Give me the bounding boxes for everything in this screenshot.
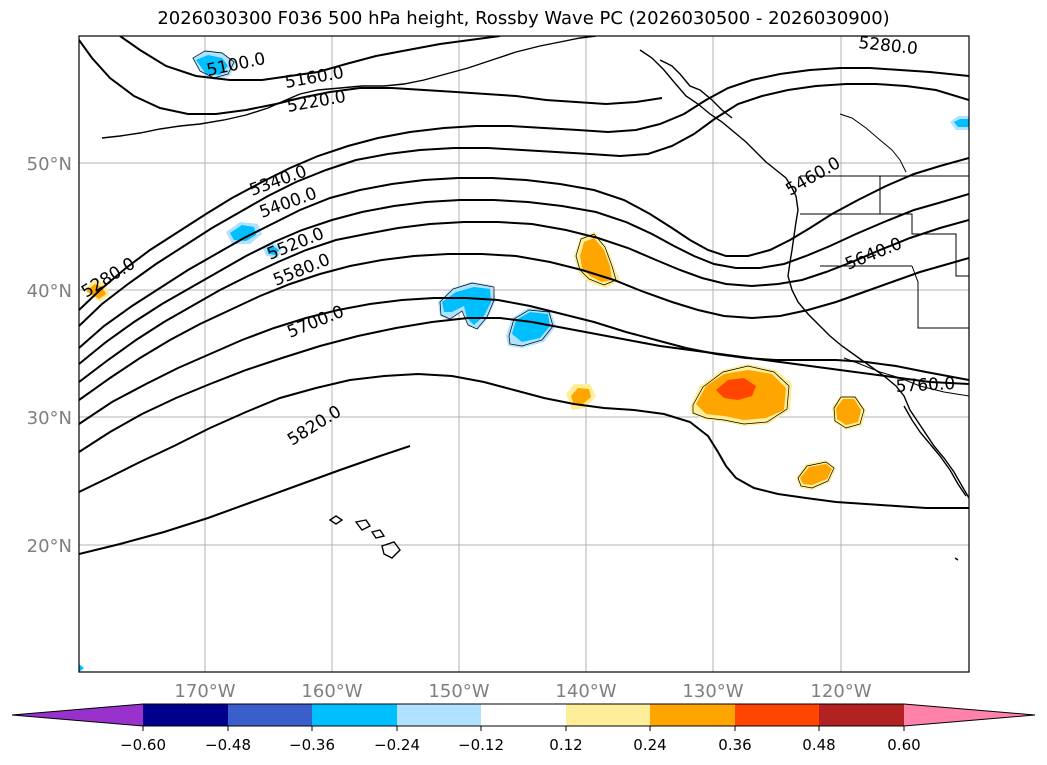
- colorbar-tick-label: −0.48: [205, 736, 251, 754]
- negative-anomaly-blob: [79, 664, 84, 672]
- colorbar-tick-label: 0.12: [549, 736, 582, 754]
- lat-label-20n: 20°N: [27, 536, 72, 557]
- positive-anomaly-blob: [690, 364, 792, 426]
- contour-line: [79, 67, 969, 311]
- colorbar-tick-label: −0.36: [289, 736, 335, 754]
- colorbar-tick-label: −0.12: [458, 736, 504, 754]
- colorbar-extend-low: [12, 704, 143, 726]
- colorbar-segment: [650, 704, 735, 726]
- contour-line: [79, 157, 969, 349]
- lat-label-30n: 30°N: [27, 408, 72, 429]
- lon-label-170w: 170°W: [174, 681, 235, 702]
- map-frame: [78, 35, 970, 673]
- colorbar-tick-label: 0.36: [718, 736, 751, 754]
- colorbar-tick-label: 0.48: [802, 736, 835, 754]
- colorbar: −0.60 −0.48 −0.36 −0.24 −0.12 0.12 0.24 …: [11, 703, 1036, 754]
- contour-line: [79, 193, 969, 365]
- colorbar-segment: [228, 704, 312, 726]
- longitude-labels: 170°W 160°W 150°W 140°W 130°W 120°W: [174, 681, 871, 702]
- latitude-labels: 50°N 40°N 30°N 20°N: [27, 154, 72, 557]
- contour-line: [79, 445, 411, 555]
- map-area: [79, 36, 969, 672]
- lat-label-50n: 50°N: [27, 154, 72, 175]
- lon-label-160w: 160°W: [301, 681, 362, 702]
- map-title: 2026030300 F036 500 hPa height, Rossby W…: [157, 8, 890, 29]
- negative-anomaly-blob: [263, 243, 282, 258]
- lon-label-150w: 150°W: [428, 681, 489, 702]
- contour-line: [79, 253, 969, 401]
- contour-line: [79, 219, 969, 383]
- colorbar-segment: [143, 704, 228, 726]
- positive-anomaly-blob: [84, 280, 110, 302]
- positive-anomaly-blob: [832, 396, 866, 430]
- contour-label: 5760.0: [895, 374, 955, 397]
- colorbar-segment: [819, 704, 904, 726]
- contour-line: [79, 297, 969, 425]
- contour-line: [119, 36, 501, 81]
- contour-label: 5280.0: [857, 33, 918, 59]
- contour-line: [79, 372, 969, 509]
- height-contours: [79, 36, 969, 555]
- lon-label-140w: 140°W: [555, 681, 616, 702]
- colorbar-segment: [312, 704, 397, 726]
- negative-anomaly-blob: [226, 222, 262, 244]
- colorbar-tick-label: −0.60: [120, 736, 166, 754]
- colorbar-segment: [566, 704, 650, 726]
- colorbar-segment: [481, 704, 566, 726]
- contour-line: [79, 83, 969, 327]
- colorbar-extend-high: [904, 704, 1035, 726]
- lat-label-40n: 40°N: [27, 281, 72, 302]
- colorbar-tick-label: −0.24: [374, 736, 420, 754]
- contour-line: [79, 39, 663, 115]
- colorbar-segment: [735, 704, 819, 726]
- lon-label-120w: 120°W: [810, 681, 871, 702]
- colorbar-segment: [397, 704, 481, 726]
- colorbar-tick-label: 0.60: [887, 736, 920, 754]
- contour-line: [79, 317, 969, 453]
- lon-label-130w: 130°W: [682, 681, 743, 702]
- negative-anomaly-blob: [950, 116, 969, 130]
- colorbar-tick-label: 0.24: [633, 736, 666, 754]
